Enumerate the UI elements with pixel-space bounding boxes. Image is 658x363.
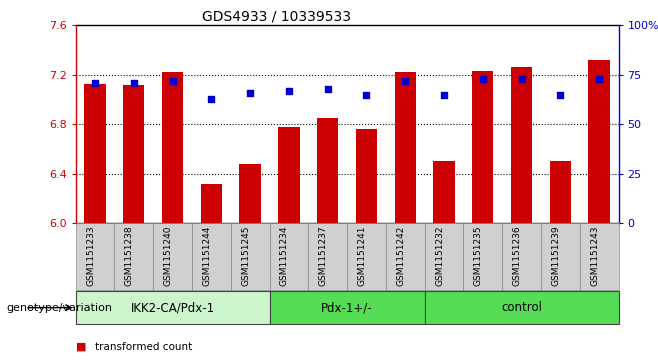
Text: GSM1151239: GSM1151239 xyxy=(551,225,561,286)
Text: GSM1151234: GSM1151234 xyxy=(280,225,289,286)
Bar xyxy=(201,184,222,223)
Point xyxy=(594,76,605,82)
Bar xyxy=(588,60,610,223)
Bar xyxy=(76,223,114,290)
Bar xyxy=(395,72,416,223)
Bar xyxy=(549,162,571,223)
Point xyxy=(555,92,566,98)
Bar xyxy=(502,223,541,290)
Point xyxy=(361,92,372,98)
Bar xyxy=(434,162,455,223)
Text: Pdx-1+/-: Pdx-1+/- xyxy=(321,301,373,314)
Bar xyxy=(580,223,619,290)
Bar xyxy=(76,291,270,324)
Point xyxy=(517,76,527,82)
Text: IKK2-CA/Pdx-1: IKK2-CA/Pdx-1 xyxy=(130,301,215,314)
Bar xyxy=(356,129,377,223)
Bar xyxy=(240,164,261,223)
Text: GSM1151235: GSM1151235 xyxy=(474,225,483,286)
Text: ■: ■ xyxy=(76,342,86,352)
Bar xyxy=(424,223,463,290)
Point xyxy=(284,88,294,94)
Point xyxy=(400,78,411,84)
Bar xyxy=(270,223,309,290)
Point xyxy=(206,96,216,102)
Text: GSM1151232: GSM1151232 xyxy=(435,225,444,286)
Text: GDS4933 / 10339533: GDS4933 / 10339533 xyxy=(202,9,351,23)
Point xyxy=(128,80,139,86)
Bar xyxy=(153,223,192,290)
Bar xyxy=(123,85,145,223)
Bar xyxy=(309,223,347,290)
Text: GSM1151237: GSM1151237 xyxy=(318,225,328,286)
Point xyxy=(478,76,488,82)
Text: GSM1151238: GSM1151238 xyxy=(125,225,134,286)
Text: GSM1151242: GSM1151242 xyxy=(396,225,405,286)
Text: GSM1151244: GSM1151244 xyxy=(203,225,211,286)
Bar xyxy=(231,223,270,290)
Bar xyxy=(162,72,184,223)
Point xyxy=(245,90,255,95)
Bar xyxy=(472,71,494,223)
Bar xyxy=(270,291,424,324)
Bar xyxy=(84,83,106,223)
Text: GSM1151245: GSM1151245 xyxy=(241,225,250,286)
Text: genotype/variation: genotype/variation xyxy=(7,303,113,313)
Text: GSM1151241: GSM1151241 xyxy=(357,225,367,286)
Point xyxy=(167,78,178,84)
Bar xyxy=(114,223,153,290)
Bar xyxy=(424,291,619,324)
Text: GSM1151236: GSM1151236 xyxy=(513,225,522,286)
Bar xyxy=(278,127,299,223)
Point xyxy=(89,80,100,86)
Text: control: control xyxy=(501,301,542,314)
Text: GSM1151233: GSM1151233 xyxy=(86,225,95,286)
Bar xyxy=(463,223,502,290)
Point xyxy=(439,92,449,98)
Point xyxy=(322,86,333,91)
Bar xyxy=(386,223,424,290)
Bar xyxy=(317,118,338,223)
Bar xyxy=(192,223,231,290)
Text: GSM1151240: GSM1151240 xyxy=(164,225,172,286)
Text: GSM1151243: GSM1151243 xyxy=(590,225,599,286)
Bar xyxy=(541,223,580,290)
Bar xyxy=(347,223,386,290)
Bar xyxy=(511,68,532,223)
Text: transformed count: transformed count xyxy=(95,342,193,352)
